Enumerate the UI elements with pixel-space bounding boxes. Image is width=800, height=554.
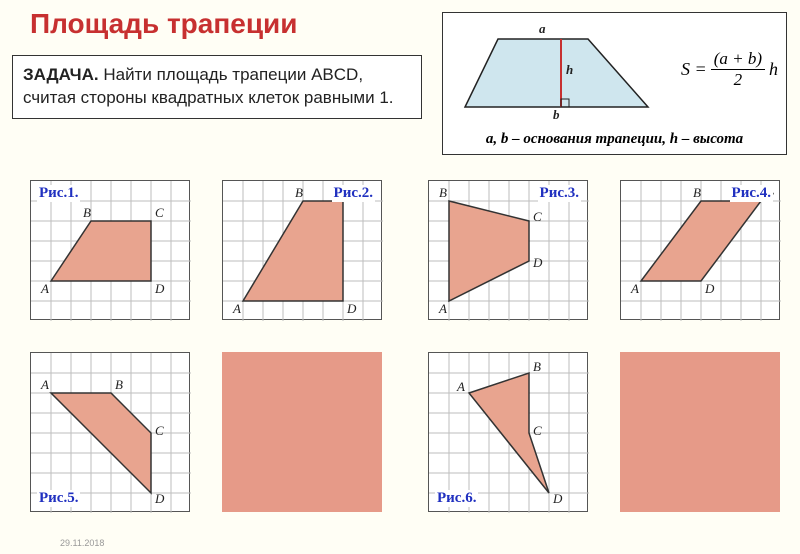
figure-4-label: Рис.4. [730, 185, 773, 202]
figure-1-label: Рис.1. [37, 185, 80, 202]
svg-text:D: D [346, 301, 357, 316]
svg-text:a: a [539, 21, 546, 36]
svg-text:b: b [553, 107, 560, 119]
formula-num: (a + b) [711, 49, 765, 69]
formula-tail: h [769, 59, 778, 80]
svg-text:h: h [566, 62, 573, 77]
figure-3-label: Рис.3. [538, 185, 581, 202]
figure-1: Рис.1. A B C D [30, 180, 190, 320]
svg-text:B: B [295, 185, 303, 200]
figure-6-svg: A B C D [429, 353, 589, 513]
figure-5-svg: A B C D [31, 353, 191, 513]
svg-text:A: A [40, 281, 49, 296]
figure-1-svg: A B C D [31, 181, 191, 321]
footer-date: 29.11.2018 [60, 538, 104, 548]
svg-text:D: D [154, 491, 165, 506]
svg-text:A: A [40, 377, 49, 392]
svg-text:D: D [552, 491, 563, 506]
figure-6: Рис.6. A B C D [428, 352, 588, 512]
svg-text:D: D [704, 281, 715, 296]
task-bold: ЗАДАЧА. [23, 65, 99, 84]
figure-6-label: Рис.6. [435, 490, 478, 507]
task-box: ЗАДАЧА. Найти площадь трапеции ABCD, счи… [12, 55, 422, 119]
figure-4: Рис.4. A B C D [620, 180, 780, 320]
svg-text:B: B [533, 359, 541, 374]
svg-text:B: B [693, 185, 701, 200]
svg-text:D: D [154, 281, 165, 296]
svg-text:C: C [155, 423, 164, 438]
svg-text:C: C [155, 205, 164, 220]
trapezoid-diagram: a b h [453, 19, 658, 119]
svg-text:D: D [532, 255, 543, 270]
formula-box: a b h S = (a + b) 2 h a, b – основания т… [442, 12, 787, 155]
pink-block-1 [222, 352, 382, 512]
svg-text:A: A [232, 301, 241, 316]
figure-5: Рис.5. A B C D [30, 352, 190, 512]
formula-fraction: (a + b) 2 [711, 49, 765, 90]
figure-3: Рис.3. A B C D [428, 180, 588, 320]
svg-text:B: B [115, 377, 123, 392]
svg-text:C: C [533, 423, 542, 438]
figure-2: Рис.2. A B C D [222, 180, 382, 320]
formula-caption: a, b – основания трапеции, h – высота [453, 131, 776, 148]
svg-text:B: B [439, 185, 447, 200]
svg-text:C: C [533, 209, 542, 224]
figure-2-svg: A B C D [223, 181, 383, 321]
formula-diagram: a b h S = (a + b) 2 h [453, 19, 778, 129]
svg-text:A: A [630, 281, 639, 296]
figure-2-label: Рис.2. [332, 185, 375, 202]
formula-equation: S = (a + b) 2 h [681, 49, 778, 90]
figure-5-label: Рис.5. [37, 490, 80, 507]
svg-text:A: A [438, 301, 447, 316]
formula-lhs: S = [681, 59, 707, 80]
formula-den: 2 [731, 70, 746, 90]
page-title: Площадь трапеции [30, 8, 297, 40]
svg-text:A: A [456, 379, 465, 394]
figure-3-svg: A B C D [429, 181, 589, 321]
figure-4-svg: A B C D [621, 181, 781, 321]
svg-text:B: B [83, 205, 91, 220]
pink-block-2 [620, 352, 780, 512]
